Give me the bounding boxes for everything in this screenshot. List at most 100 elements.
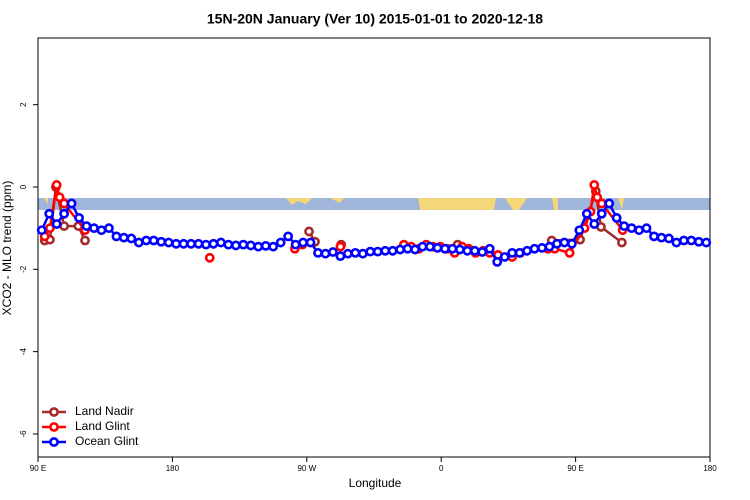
point <box>156 236 167 247</box>
point <box>596 198 607 209</box>
point <box>522 245 532 256</box>
point <box>304 226 314 237</box>
legend-label: Land Glint <box>75 419 130 433</box>
point <box>425 241 435 252</box>
point <box>566 238 577 249</box>
point <box>417 241 428 252</box>
point <box>395 244 406 255</box>
x-axis-label: Longitude <box>349 476 402 490</box>
point <box>171 238 182 249</box>
point <box>462 245 473 256</box>
legend-marker <box>49 437 59 447</box>
point <box>611 212 622 223</box>
point <box>260 240 271 251</box>
point <box>616 237 627 248</box>
point <box>163 237 174 248</box>
x-tick-label: 90 W <box>297 464 316 473</box>
point <box>671 237 682 248</box>
x-tick-label: 0 <box>439 464 444 473</box>
point <box>328 247 338 257</box>
point <box>36 225 47 236</box>
point <box>492 257 503 267</box>
point <box>80 235 90 246</box>
point <box>59 221 70 231</box>
point <box>357 248 368 259</box>
point <box>81 221 92 231</box>
point <box>313 247 323 258</box>
point <box>664 233 674 244</box>
point <box>410 244 420 255</box>
point <box>133 237 144 248</box>
point <box>268 241 279 252</box>
point <box>592 192 603 203</box>
point <box>208 238 219 249</box>
point <box>51 180 62 190</box>
point <box>432 243 443 253</box>
point <box>574 225 585 236</box>
point <box>141 235 152 246</box>
point <box>454 244 465 255</box>
point <box>290 239 301 250</box>
point <box>245 240 256 251</box>
legend-label: Land Nadir <box>75 404 134 418</box>
point <box>89 223 99 234</box>
point <box>335 241 346 252</box>
point <box>223 239 234 250</box>
point <box>253 241 264 252</box>
point <box>402 243 413 254</box>
point <box>298 237 308 248</box>
point <box>596 208 607 219</box>
point <box>320 248 331 259</box>
point <box>59 198 70 209</box>
point <box>529 243 540 254</box>
point <box>186 238 196 249</box>
point <box>701 237 712 248</box>
y-tick-label: 2 <box>19 102 28 107</box>
point <box>365 246 376 257</box>
point <box>387 245 398 256</box>
legend-marker <box>49 407 59 417</box>
point <box>469 245 480 256</box>
x-tick-label: 180 <box>166 464 180 473</box>
point <box>693 236 704 247</box>
y-axis-label: XCO2 - MLO trend (ppm) <box>0 181 14 316</box>
point <box>589 219 600 229</box>
point <box>641 223 652 234</box>
point <box>148 235 159 246</box>
point <box>686 235 697 246</box>
point <box>283 231 294 242</box>
point <box>59 208 70 219</box>
point <box>564 247 575 258</box>
point <box>634 225 644 236</box>
point <box>201 239 211 250</box>
x-tick-label: 90 E <box>567 464 583 473</box>
point <box>204 252 215 263</box>
plot-frame <box>37 37 711 458</box>
point <box>507 247 518 258</box>
point <box>44 208 55 219</box>
legend-label: Ocean Glint <box>75 434 139 448</box>
point <box>447 243 458 254</box>
point <box>216 237 226 248</box>
point <box>544 241 555 252</box>
point <box>193 238 204 249</box>
y-tick-label: -4 <box>19 348 28 356</box>
point <box>537 243 547 253</box>
point <box>477 247 488 257</box>
point <box>305 237 316 248</box>
point <box>552 238 562 249</box>
y-tick-label: -6 <box>19 430 28 438</box>
point <box>589 180 600 190</box>
y-tick-label: 0 <box>19 184 28 189</box>
point <box>66 198 77 209</box>
point <box>54 192 65 203</box>
point <box>96 225 107 236</box>
point <box>499 252 510 262</box>
point <box>342 248 353 259</box>
point <box>626 223 637 234</box>
point <box>581 208 592 219</box>
point <box>335 251 346 262</box>
point <box>484 243 495 254</box>
point <box>440 243 450 254</box>
